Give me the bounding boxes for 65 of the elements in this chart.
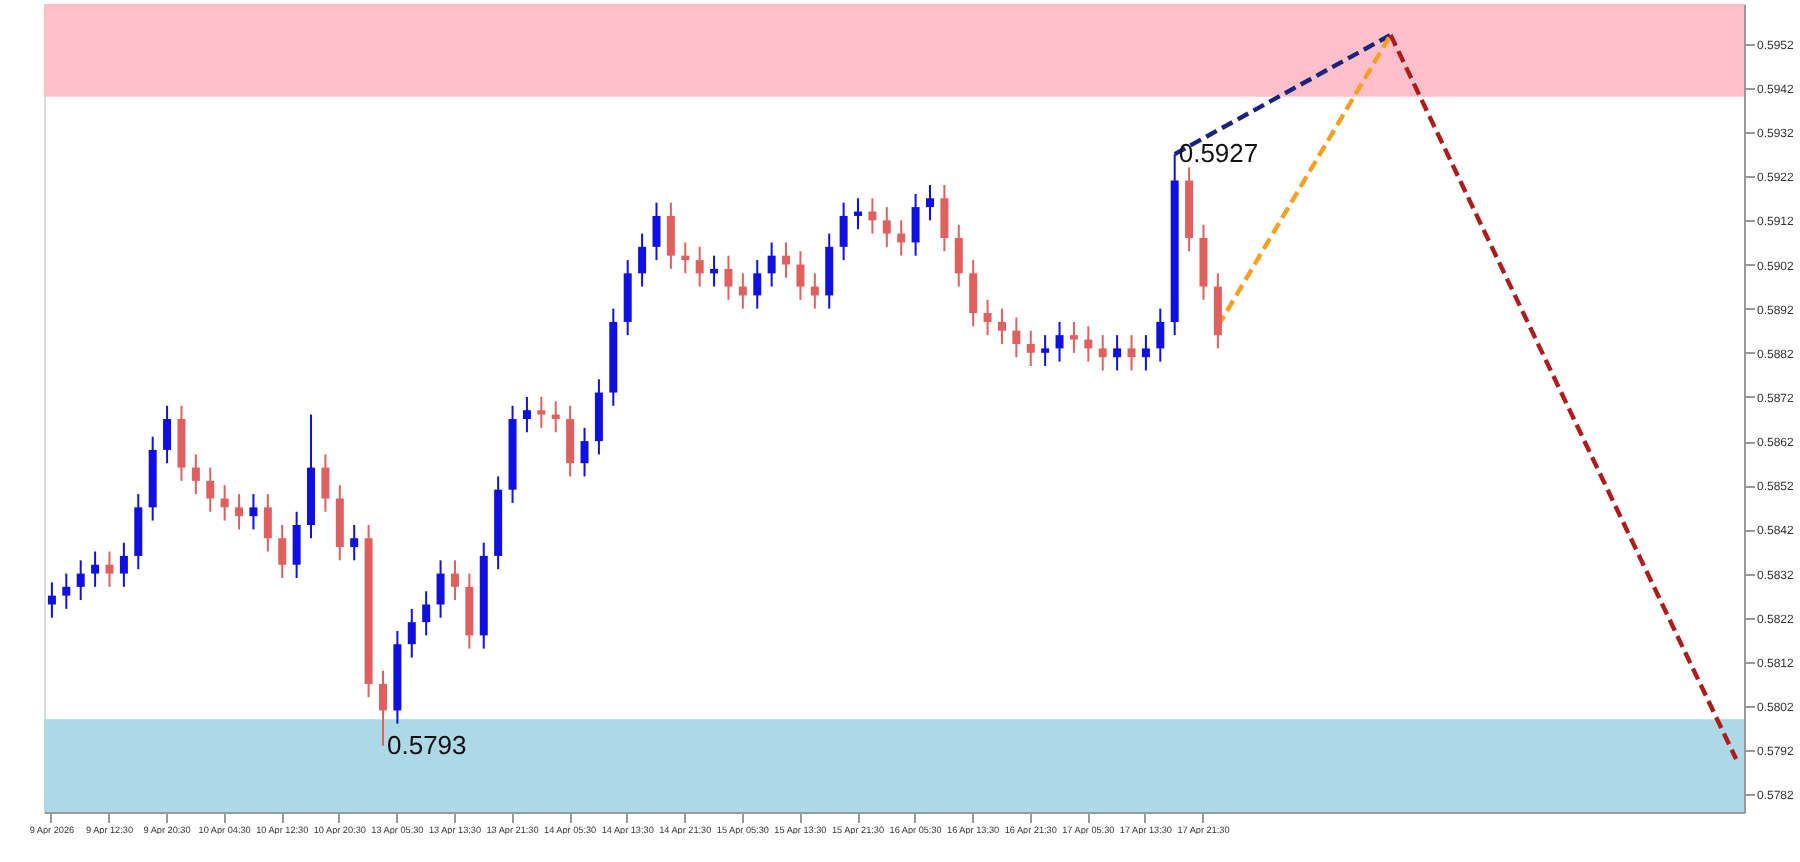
candlestick bbox=[710, 254, 719, 288]
candlestick bbox=[1156, 307, 1165, 363]
candlestick bbox=[163, 404, 172, 465]
candlestick bbox=[206, 466, 215, 513]
candlestick bbox=[854, 197, 863, 231]
candlestick bbox=[1055, 320, 1064, 363]
candlestick bbox=[62, 572, 71, 610]
candlestick bbox=[882, 206, 891, 248]
candlestick bbox=[422, 590, 431, 637]
candlestick bbox=[810, 272, 819, 310]
candlestick bbox=[566, 404, 575, 478]
candlestick bbox=[537, 395, 546, 429]
candlestick bbox=[638, 232, 647, 288]
candlestick bbox=[91, 550, 100, 588]
candlestick bbox=[666, 201, 675, 270]
candlestick bbox=[278, 524, 287, 579]
candlestick bbox=[580, 426, 589, 478]
candlestick bbox=[1113, 334, 1122, 372]
candlestick bbox=[47, 581, 56, 619]
candlestick bbox=[105, 550, 114, 588]
candlestick bbox=[940, 184, 949, 253]
candlestick bbox=[1127, 334, 1136, 372]
candlestick bbox=[796, 250, 805, 301]
candlestick bbox=[522, 395, 531, 434]
candlestick bbox=[724, 254, 733, 301]
candlestick bbox=[652, 201, 661, 262]
candlestick bbox=[350, 524, 359, 562]
annotation: 0.5927 bbox=[1178, 138, 1259, 169]
candlestick bbox=[782, 241, 791, 279]
candlestick bbox=[191, 453, 200, 496]
candlestick bbox=[551, 400, 560, 434]
candlestick bbox=[76, 559, 85, 602]
candlestick bbox=[1084, 325, 1093, 363]
candlestick bbox=[119, 541, 128, 588]
candlestick bbox=[1098, 334, 1107, 372]
candlestick bbox=[969, 259, 978, 328]
candlestick bbox=[249, 493, 258, 531]
candlestick bbox=[321, 453, 330, 513]
candlestick bbox=[436, 559, 445, 619]
candlestick bbox=[1012, 316, 1021, 359]
candlestick bbox=[767, 241, 776, 288]
candlestick bbox=[925, 184, 934, 222]
candlestick bbox=[983, 298, 992, 337]
candlestick bbox=[1026, 329, 1035, 368]
candlestick bbox=[235, 493, 244, 531]
candlestick bbox=[738, 272, 747, 310]
candlestick bbox=[378, 669, 387, 747]
candlestick bbox=[292, 510, 301, 579]
candlestick bbox=[407, 607, 416, 659]
candlestick bbox=[839, 201, 848, 262]
candlestick bbox=[1141, 334, 1150, 372]
candlestick bbox=[911, 192, 920, 257]
candlestick bbox=[753, 259, 762, 310]
candlestick bbox=[868, 197, 877, 235]
candlestick bbox=[1041, 334, 1050, 368]
candlestick bbox=[1069, 320, 1078, 354]
candlestick bbox=[220, 484, 229, 522]
candlestick bbox=[695, 245, 704, 288]
candlestick bbox=[450, 559, 459, 602]
candlestick bbox=[954, 223, 963, 288]
candlestick bbox=[897, 219, 906, 257]
candlestick bbox=[263, 493, 272, 553]
annotation: 0.5793 bbox=[386, 729, 467, 760]
candlestick bbox=[681, 241, 690, 275]
candlestick bbox=[997, 307, 1006, 345]
